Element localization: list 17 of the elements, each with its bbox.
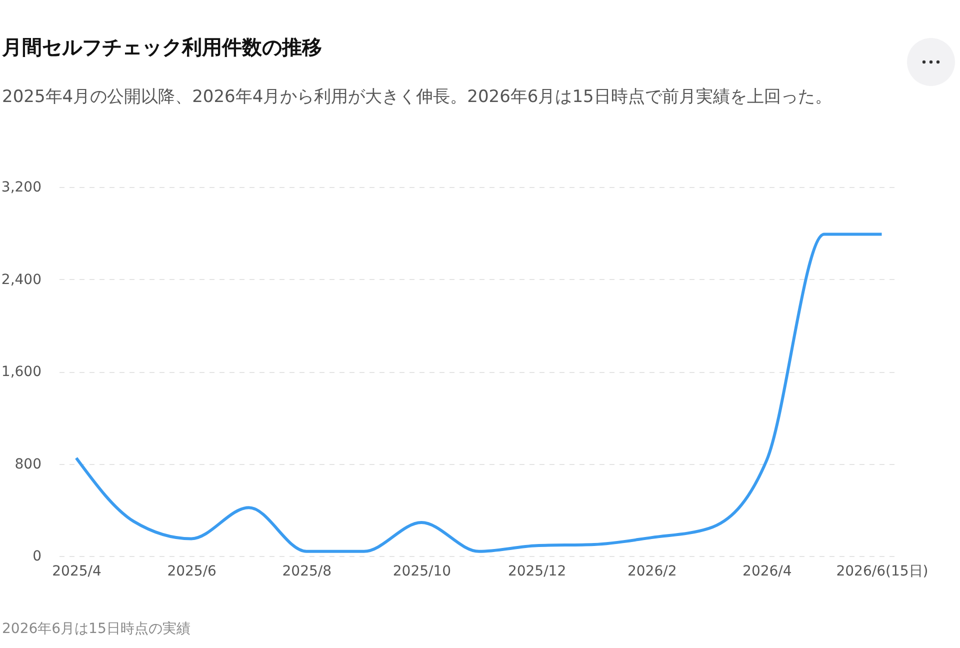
chart-title: 月間セルフチェック利用件数の推移 (2, 34, 322, 61)
x-tick-label: 2025/12 (508, 564, 566, 580)
y-tick-label: 3,200 (1, 180, 42, 196)
x-tick-label: 2025/6 (167, 564, 217, 580)
x-tick-label: 2026/4 (742, 564, 792, 580)
chart-subtitle: 2025年4月の公開以降、2026年4月から利用が大きく伸長。2026年6月は15日時点で前月実績を上回った。 (2, 86, 833, 109)
x-tick-label: 2025/8 (282, 564, 332, 580)
text: 2026年6月は15日時点の実績 (2, 620, 190, 638)
x-tick-label: 2025/4 (52, 564, 102, 580)
x-tick-label: 2025/10 (392, 564, 452, 580)
y-tick-label: 2,400 (1, 272, 42, 288)
x-tick-label: 2026/6(15日) (836, 564, 928, 580)
y-tick-label: 800 (14, 456, 42, 472)
x-tick-label: 2026/2 (627, 564, 677, 580)
line-series (74, 232, 884, 553)
y-tick-label: 1,600 (1, 364, 42, 380)
y-tick-label: 0 (32, 548, 42, 564)
